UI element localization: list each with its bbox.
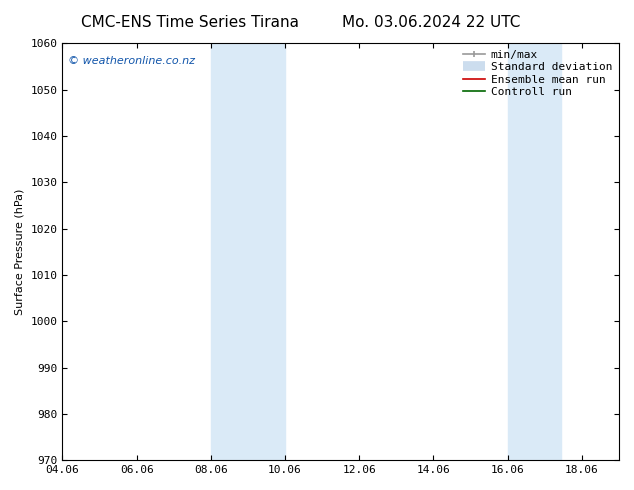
Bar [508,44,561,460]
Text: © weatheronline.co.nz: © weatheronline.co.nz [68,56,195,66]
Y-axis label: Surface Pressure (hPa): Surface Pressure (hPa) [15,189,25,315]
Legend: min/max, Standard deviation, Ensemble mean run, Controll run: min/max, Standard deviation, Ensemble me… [460,47,616,100]
Text: Mo. 03.06.2024 22 UTC: Mo. 03.06.2024 22 UTC [342,15,521,30]
Text: CMC-ENS Time Series Tirana: CMC-ENS Time Series Tirana [81,15,299,30]
Bar [211,44,285,460]
